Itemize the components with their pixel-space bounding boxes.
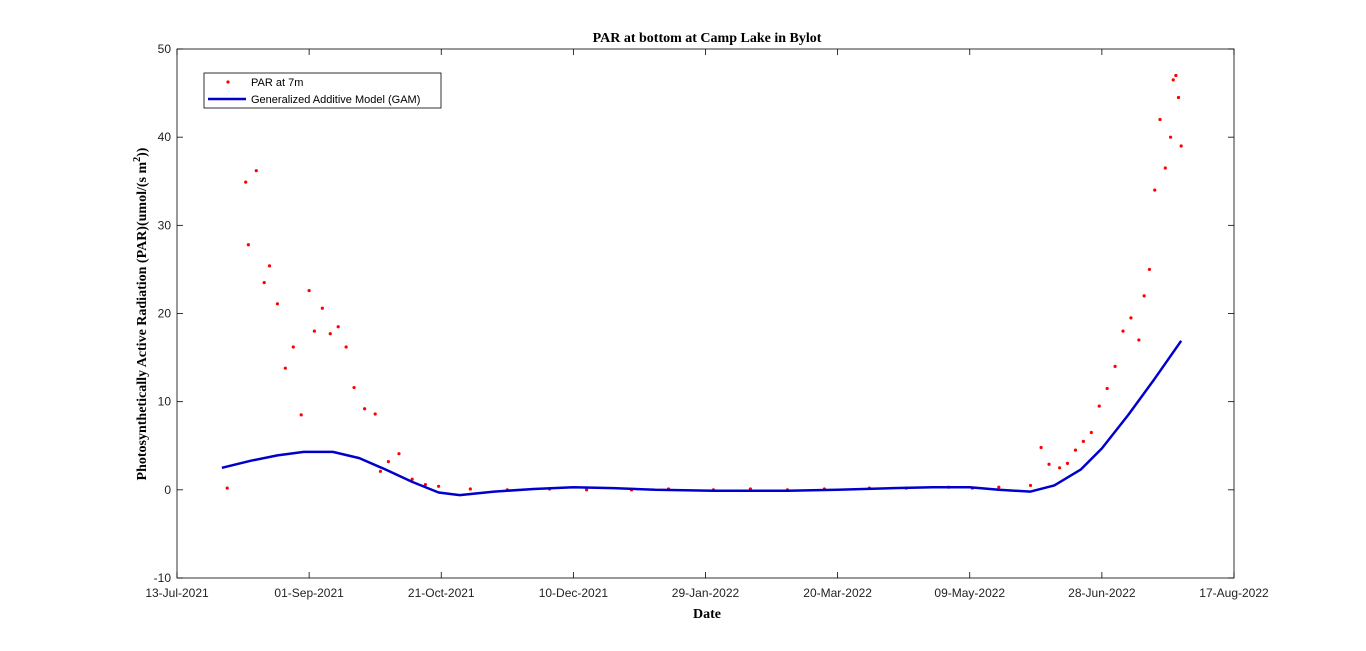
par-point — [275, 302, 280, 306]
y-axis-label-superscript: 2 — [132, 157, 143, 162]
par-point — [1176, 95, 1181, 100]
par-point — [468, 487, 472, 491]
y-axis-label: Photosynthetically Active Radiation (PAR… — [132, 147, 150, 480]
par-point — [1073, 448, 1078, 452]
par-point — [1137, 338, 1141, 342]
par-point — [1089, 430, 1093, 435]
y-tick-label: 20 — [158, 307, 172, 321]
par-point — [363, 407, 367, 411]
y-tick-label: 0 — [164, 483, 171, 497]
par-point — [1121, 329, 1125, 333]
par-point — [1039, 445, 1043, 450]
par-point — [1129, 316, 1133, 320]
par-point — [1168, 135, 1173, 139]
x-axis-label: Date — [693, 607, 721, 622]
plot-frame — [176, 48, 1235, 579]
y-axis-label-main: Photosynthetically Active Radiation (PAR… — [135, 162, 150, 481]
par-point — [336, 325, 340, 329]
chart-title: PAR at bottom at Camp Lake in Bylot — [593, 31, 822, 46]
par-point — [244, 180, 248, 184]
par-point — [328, 332, 332, 336]
y-tick-label: 40 — [158, 130, 172, 144]
par-point — [344, 345, 348, 349]
par-point — [423, 482, 427, 487]
legend-label-par: PAR at 7m — [251, 77, 303, 89]
par-point — [378, 469, 383, 473]
par-point — [1163, 166, 1167, 170]
par-point — [373, 412, 377, 416]
par-point — [352, 385, 356, 390]
gam-line — [221, 340, 1183, 497]
par-point — [410, 477, 414, 481]
par-point — [299, 413, 303, 417]
y-tick-label: 10 — [158, 395, 172, 409]
gam-curve-group — [221, 340, 1183, 497]
x-tick-label: 29-Jan-2022 — [672, 586, 740, 600]
par-point — [1047, 462, 1051, 466]
y-tick-label: 30 — [158, 218, 172, 232]
x-tick-label: 01-Sep-2021 — [274, 586, 344, 600]
par-point — [584, 488, 589, 492]
par-point — [254, 169, 258, 173]
par-point — [262, 281, 266, 285]
par-point — [1147, 267, 1152, 272]
par-point — [1179, 144, 1183, 148]
y-axis-label-end: )) — [135, 147, 150, 157]
par-point — [1105, 386, 1109, 391]
par-point — [246, 243, 250, 247]
par-point — [437, 484, 441, 488]
par-point — [307, 288, 311, 293]
x-tick-label: 28-Jun-2022 — [1068, 586, 1136, 600]
x-tick-label: 21-Oct-2021 — [408, 586, 475, 600]
par-point — [1065, 461, 1070, 465]
par-point — [1081, 439, 1085, 443]
par-point — [1153, 188, 1157, 192]
legend-box — [203, 72, 442, 109]
par-point — [283, 366, 287, 370]
par-point — [1142, 294, 1146, 298]
par-point — [1097, 404, 1101, 408]
x-tick-label: 13-Jul-2021 — [145, 586, 209, 600]
par-point — [1057, 466, 1062, 470]
legend-label-gam: Generalized Additive Model (GAM) — [251, 94, 420, 106]
par-point — [1171, 78, 1175, 82]
axes: 13-Jul-2021 01-Sep-2021 21-Oct-2021 10-Dec-… — [145, 42, 1269, 600]
par-point — [997, 485, 1001, 489]
par-point — [386, 460, 390, 464]
x-tick-label: 09-May-2022 — [934, 586, 1005, 600]
par-point — [1028, 483, 1033, 488]
par-point — [267, 264, 272, 268]
x-tick-label: 17-Aug-2022 — [1199, 586, 1269, 600]
x-tick-label: 20-Mar-2022 — [803, 586, 872, 600]
x-tick-label: 10-Dec-2021 — [539, 586, 609, 600]
y-tick-label: -10 — [154, 571, 172, 585]
par-point — [397, 452, 401, 456]
par-point — [291, 345, 295, 349]
y-tick-label: 50 — [158, 42, 172, 56]
par-point — [1158, 117, 1162, 122]
plot-area — [176, 48, 1235, 579]
legend: PAR at 7m Generalized Additive Model (GA… — [203, 72, 442, 109]
par-point — [1174, 73, 1178, 78]
legend-marker-par — [226, 80, 230, 84]
par-point — [1113, 364, 1117, 368]
par-point — [320, 306, 324, 310]
par-point — [225, 486, 229, 490]
par-point — [312, 329, 317, 333]
